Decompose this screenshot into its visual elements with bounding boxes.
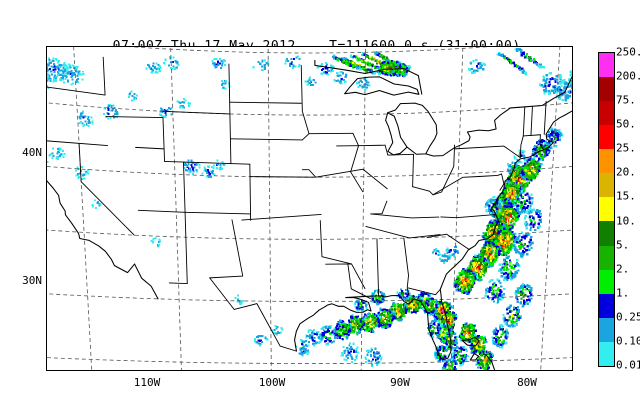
colorbar-tick-label: 20. (616, 165, 636, 179)
colorbar-tick-label: 5. (616, 238, 630, 252)
colorbar[interactable] (598, 52, 615, 367)
colorbar-tick-label: 2. (616, 262, 630, 276)
colorbar-tick-label: 0.25 (616, 310, 640, 324)
colorbar-band (599, 221, 614, 246)
precipitation-layer (47, 48, 572, 370)
lon-tick-90w: 90W (390, 376, 410, 389)
colorbar-band (599, 149, 614, 174)
map-svg (47, 47, 572, 370)
colorbar-band (599, 53, 614, 78)
colorbar-tick-label: 15. (616, 189, 636, 203)
colorbar-tick-label: 50. (616, 117, 636, 131)
geography-layer (47, 56, 572, 370)
colorbar-band (599, 293, 614, 318)
colorbar-tick-label: 10. (616, 214, 636, 228)
lat-tick-40n: 40N (22, 146, 42, 159)
colorbar-band (599, 317, 614, 342)
lon-tick-110w: 110W (133, 376, 161, 389)
colorbar-band (599, 341, 614, 366)
colorbar-band (599, 197, 614, 222)
colorbar-tick-label: 75. (616, 93, 636, 107)
lon-tick-100w: 100W (258, 376, 286, 389)
colorbar-band (599, 125, 614, 150)
colorbar-tick-label: 1. (616, 286, 630, 300)
colorbar-band (599, 269, 614, 294)
map-canvas[interactable] (46, 46, 573, 371)
colorbar-tick-label: 250. (616, 45, 640, 59)
colorbar-tick-label: 0.01 (616, 358, 640, 372)
colorbar-band (599, 77, 614, 102)
colorbar-tick-label: 200. (616, 69, 640, 83)
colorbar-band (599, 173, 614, 198)
colorbar-tick-label: 25. (616, 141, 636, 155)
colorbar-band (599, 101, 614, 126)
colorbar-labels: 250. 200. 75. 50. 25. 20. 15. 10. 5. 2. 1. 0.25 0.10… (616, 46, 640, 372)
colorbar-band (599, 245, 614, 270)
colorbar-tick-label: 0.10 (616, 334, 640, 348)
lon-tick-80w: 80W (517, 376, 537, 389)
lat-tick-30n: 30N (22, 274, 42, 287)
